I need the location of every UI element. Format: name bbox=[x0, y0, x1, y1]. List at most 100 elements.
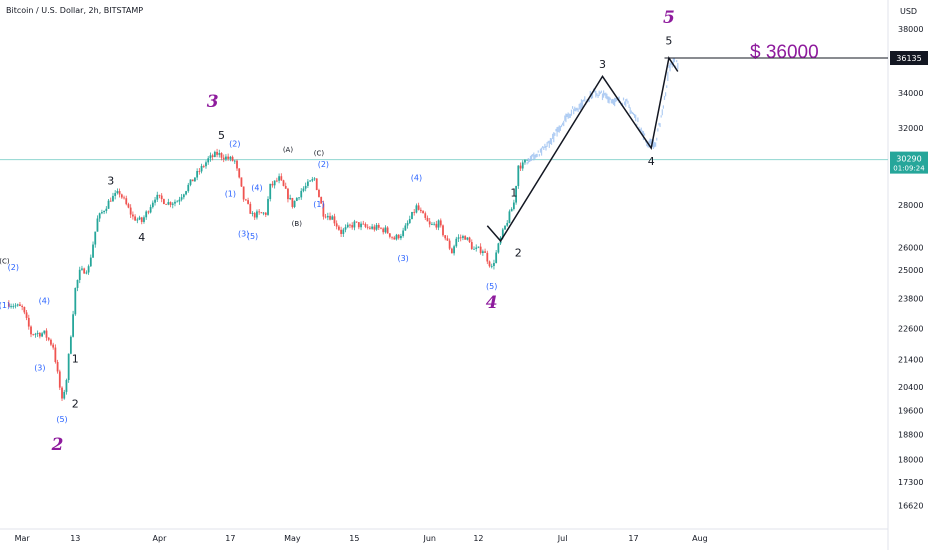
projection-bar bbox=[540, 147, 543, 156]
candle-body bbox=[174, 201, 176, 204]
candle-body bbox=[333, 216, 336, 224]
wave-label-small: (A) bbox=[283, 146, 294, 154]
projection-bar bbox=[632, 112, 635, 116]
candle-body bbox=[426, 217, 429, 222]
wave-label-purple: 4 bbox=[486, 293, 498, 313]
projection-bar bbox=[583, 99, 585, 102]
projection-bar bbox=[590, 93, 593, 100]
projection-bar bbox=[646, 140, 648, 147]
symbol-title: Bitcoin / U.S. Dollar, 2h, BITSTAMP bbox=[6, 6, 144, 15]
wave-label-black: 3 bbox=[599, 58, 606, 71]
projection-bar bbox=[655, 142, 657, 147]
projection-bar bbox=[542, 146, 544, 149]
candle-body bbox=[225, 156, 227, 160]
candle-body bbox=[278, 176, 280, 181]
projection-bar bbox=[527, 157, 529, 164]
projection-bar bbox=[676, 60, 678, 63]
candle-body bbox=[207, 158, 210, 163]
projection-bar bbox=[565, 113, 567, 123]
projection-bar bbox=[578, 103, 580, 110]
candle-body bbox=[397, 234, 400, 239]
projection-bar bbox=[598, 90, 600, 96]
candle-body bbox=[65, 380, 68, 392]
candle-body bbox=[380, 227, 382, 229]
candle-body bbox=[136, 219, 139, 221]
projection-bar bbox=[573, 108, 575, 115]
candle-body bbox=[67, 353, 70, 381]
candle-body bbox=[25, 312, 28, 318]
projection-bar bbox=[637, 117, 639, 123]
candle-body bbox=[171, 203, 174, 205]
candle-body bbox=[23, 306, 26, 313]
wave-label-purple: 3 bbox=[207, 92, 219, 112]
projection-bar bbox=[649, 138, 651, 144]
projection-candles bbox=[526, 57, 679, 165]
projection-bar bbox=[596, 93, 598, 96]
projection-bar bbox=[579, 102, 581, 111]
projection-bar bbox=[595, 90, 597, 98]
projection-bar bbox=[672, 58, 674, 64]
wave-label-small: (C) bbox=[0, 257, 10, 265]
candle-body bbox=[112, 195, 114, 202]
candle-body bbox=[229, 156, 232, 159]
projection-bar bbox=[548, 140, 550, 148]
y-tick-label: 16620 bbox=[898, 501, 923, 510]
projection-bar bbox=[536, 153, 538, 158]
candle-body bbox=[14, 305, 17, 307]
candle-body bbox=[34, 333, 37, 335]
candle-body bbox=[377, 224, 380, 228]
candle-body bbox=[287, 188, 289, 200]
candle-body bbox=[357, 222, 360, 228]
candle-body bbox=[386, 227, 389, 234]
projection-bar bbox=[601, 93, 604, 101]
candle-body bbox=[519, 165, 522, 169]
candle-body bbox=[92, 244, 94, 258]
projection-bar bbox=[599, 91, 601, 95]
projection-bar bbox=[614, 97, 616, 107]
wave-path bbox=[486, 56, 679, 243]
candle-body bbox=[61, 387, 63, 399]
candle-body bbox=[52, 344, 55, 348]
projection-bar bbox=[535, 153, 537, 158]
candle-body bbox=[216, 151, 218, 155]
candle-body bbox=[200, 165, 203, 172]
candle-body bbox=[382, 228, 385, 233]
candle-body bbox=[129, 207, 132, 215]
wave-label-black: 3 bbox=[107, 175, 114, 188]
projection-bar bbox=[647, 143, 649, 148]
candle-body bbox=[244, 199, 247, 201]
projection-bar bbox=[631, 111, 633, 115]
wave-label-purple: 5 bbox=[663, 8, 675, 28]
candle-body bbox=[331, 216, 334, 220]
projection-bar bbox=[661, 109, 663, 116]
candle-body bbox=[149, 207, 152, 213]
candle-body bbox=[291, 197, 294, 207]
x-tick-label: Aug bbox=[692, 534, 708, 543]
wave-label-blue: (2) bbox=[229, 139, 240, 148]
candle-body bbox=[459, 237, 462, 239]
projection-bar bbox=[566, 113, 568, 118]
candle-body bbox=[264, 212, 267, 215]
projection-bar bbox=[650, 138, 652, 149]
target-price-tag: 36135 bbox=[890, 51, 928, 66]
candle-body bbox=[344, 227, 347, 230]
projection-bar bbox=[609, 97, 611, 100]
candle-body bbox=[300, 190, 303, 198]
wave-label-blue: (5) bbox=[247, 232, 258, 241]
candle-body bbox=[360, 223, 362, 228]
wave-label-blue: (3) bbox=[238, 230, 249, 239]
projection-bar bbox=[657, 128, 659, 132]
y-tick-label: 21400 bbox=[898, 356, 923, 365]
candle-body bbox=[313, 178, 316, 180]
candle-body bbox=[488, 261, 491, 267]
candle-body bbox=[227, 156, 230, 159]
candle-body bbox=[435, 223, 438, 228]
candle-body bbox=[453, 246, 455, 254]
candle-body bbox=[12, 306, 15, 307]
candle-body bbox=[369, 227, 371, 229]
y-tick-label: 32000 bbox=[898, 124, 923, 133]
candle-body bbox=[163, 199, 165, 205]
projection-bar bbox=[641, 130, 643, 135]
